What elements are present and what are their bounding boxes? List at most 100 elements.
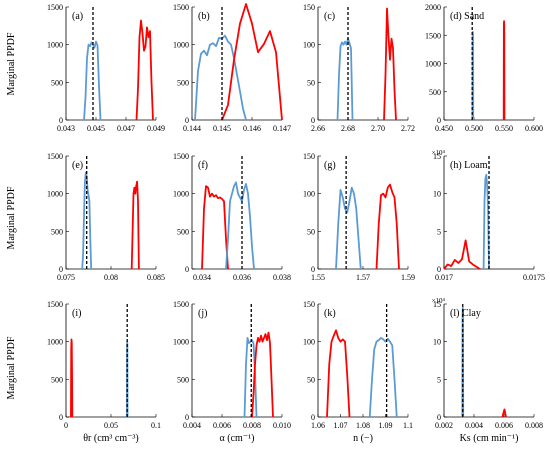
x-tick-label: 0.144	[183, 124, 201, 133]
panel-label: (a)	[72, 11, 83, 22]
y-tick-label: 150	[303, 3, 315, 12]
panel-f: 0 500 1000 1500 0.034 0.036 0.038 (f)	[173, 152, 291, 282]
y-tick-label: 0	[437, 116, 441, 125]
y-tick-label: 0	[437, 265, 441, 274]
panel-label: (f)	[198, 160, 208, 171]
panel-i: 0 500 1000 1500 0 0.05 0.1 (i) θr (cm³ cm⁻³)	[47, 300, 161, 444]
x-tick-label: 0.043	[57, 124, 75, 133]
x-tick-label: 1.59	[401, 273, 415, 282]
panel-g: 0 50 100 150 1.55 1.57 1.59 (g)	[303, 152, 415, 282]
panel-label: (c)	[324, 11, 335, 22]
panel-k: 0 50 100 150 1.06 1.07 1.08 1.09 1.1 (k) n (−)	[303, 300, 413, 444]
panel-c: 0 50 100 150 2.66 2.68 2.70 2.72 (c)	[303, 3, 415, 133]
y-tick-label: 500	[429, 88, 441, 97]
series-red-line	[502, 20, 506, 121]
y-tick-label: 0	[59, 116, 63, 125]
x-tick-label: 2.66	[311, 124, 325, 133]
x-tick-label: 0.147	[273, 124, 291, 133]
x-tick-label: 0.600	[525, 124, 543, 133]
ylabel-row-1: Marginal PPDF	[6, 32, 17, 95]
y-tick-label: 15	[433, 300, 441, 309]
panel-j: 0 500 1000 1500 0.004 0.006 0.008 0.010 (j) α (cm…	[173, 300, 291, 444]
x-tick-label: 2.72	[401, 124, 415, 133]
y-tick-label: 150	[303, 300, 315, 309]
y-tick-label: 100	[303, 41, 315, 50]
series-red-line	[383, 7, 397, 121]
series-red-line	[70, 338, 74, 418]
x-tick-label: 0.05	[104, 421, 118, 430]
row-ylabels-group: Marginal PPDF Marginal PPDF Marginal PPD…	[6, 32, 17, 399]
series-blue-line	[471, 30, 475, 121]
panel-label: (e)	[72, 160, 83, 171]
y-tick-label: 50	[307, 227, 315, 236]
y-tick-label: 1500	[47, 152, 63, 161]
y-tick-label: 500	[177, 375, 189, 384]
y-tick-label: 5	[437, 227, 441, 236]
x-axis-title: α (cm⁻¹)	[220, 433, 255, 444]
y-tick-label: 1000	[173, 338, 189, 347]
series-red-line	[130, 180, 140, 270]
y-tick-label: 15	[433, 152, 441, 161]
x-tick-label: 0.146	[243, 124, 261, 133]
x-tick-label: 0.450	[435, 124, 453, 133]
x-axis-title: θr (cm³ cm⁻³)	[83, 433, 139, 444]
y-tick-label: 50	[307, 78, 315, 87]
panel-b: 0 500 1000 1500 0.144 0.145 0.146 0.147 (b)	[173, 3, 291, 133]
y-tick-label: 10	[433, 190, 441, 199]
x-tick-label: 0.008	[243, 421, 261, 430]
y-tick-label: 1000	[173, 190, 189, 199]
x-axis-title: Ks (cm min⁻¹)	[460, 433, 519, 444]
y-tick-label: 1500	[173, 3, 189, 12]
x-tick-label: 0.0175	[523, 273, 545, 282]
x-tick-label: 0.017	[435, 273, 453, 282]
y-exponent-label: ×10⁴	[432, 297, 446, 305]
y-tick-label: 1500	[47, 3, 63, 12]
x-tick-label: 2.68	[341, 124, 355, 133]
panel-label: (k)	[324, 308, 336, 319]
panel-l: 0 5 10 15 0.002 0.004 0.006 0.008 ×10⁴ (l) Clay Ks…	[432, 297, 543, 444]
y-tick-label: 5	[437, 375, 441, 384]
y-tick-label: 0	[59, 265, 63, 274]
panel-label: (j)	[198, 308, 207, 319]
y-tick-label: 1000	[173, 41, 189, 50]
y-tick-label: 1000	[47, 338, 63, 347]
x-tick-label: 0.145	[213, 124, 231, 133]
series-blue-line	[194, 34, 247, 121]
x-tick-label: 0.002	[435, 421, 453, 430]
series-red-line	[221, 3, 283, 121]
x-tick-label: 0.038	[273, 273, 291, 282]
panel-a: 0 500 1000 1500 0.043 0.045 0.047 0.049 (a)	[47, 3, 165, 133]
y-tick-label: 0	[311, 413, 315, 422]
x-tick-label: 0.049	[147, 124, 165, 133]
x-tick-label: 1.09	[379, 421, 393, 430]
series-red-line	[326, 329, 351, 418]
x-tick-label: 0.010	[273, 421, 291, 430]
series-red-line	[443, 239, 481, 270]
y-tick-label: 0	[185, 413, 189, 422]
x-tick-label: 0.045	[87, 124, 105, 133]
y-tick-label: 1500	[173, 152, 189, 161]
x-tick-label: 1.57	[356, 273, 370, 282]
x-tick-label: 1.07	[334, 421, 348, 430]
y-tick-label: 2000	[425, 3, 441, 12]
series-blue-line	[482, 173, 490, 270]
series-red-line	[501, 408, 507, 418]
y-tick-label: 100	[303, 190, 315, 199]
x-tick-label: 0.047	[117, 124, 135, 133]
y-tick-label: 100	[303, 338, 315, 347]
x-tick-label: 0.006	[213, 421, 231, 430]
x-tick-label: 0	[64, 421, 68, 430]
y-tick-label: 0	[59, 413, 63, 422]
series-blue-line	[335, 186, 362, 270]
x-tick-label: 0.004	[183, 421, 201, 430]
x-tick-label: 0.500	[465, 124, 483, 133]
x-tick-label: 0.075	[57, 273, 75, 282]
y-tick-label: 500	[177, 78, 189, 87]
panel-d: 0 500 1000 1500 2000 0.450 0.500 0.550 0.600 (d) …	[425, 3, 543, 133]
panel-label: (l) Clay	[450, 308, 481, 319]
y-exponent-label: ×10⁴	[432, 149, 446, 157]
panel-label: (g)	[324, 160, 336, 171]
x-tick-label: 0.004	[465, 421, 483, 430]
